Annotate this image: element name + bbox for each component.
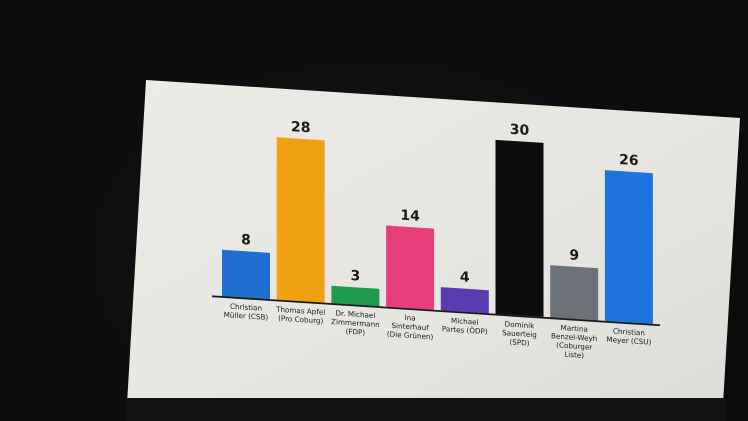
value-label: 26 bbox=[619, 152, 638, 169]
bar bbox=[495, 139, 544, 317]
category-label: MartinaBenzel-Weyh(CoburgerListe) bbox=[551, 322, 597, 360]
bar bbox=[331, 285, 380, 307]
value-label: 14 bbox=[400, 207, 420, 224]
category-label: MichaelPartes (ÖDP) bbox=[442, 315, 488, 336]
bar bbox=[222, 249, 270, 300]
category-label: DominikSauerteig(SPD) bbox=[502, 319, 537, 348]
bar bbox=[440, 287, 489, 314]
category-label: Dr. MichaelZimmermann(FDP) bbox=[331, 308, 380, 338]
value-label: 9 bbox=[569, 247, 579, 264]
bar bbox=[386, 225, 435, 310]
category-label: Thomas Apfel(Pro Coburg) bbox=[275, 305, 325, 326]
value-label: 4 bbox=[460, 269, 470, 286]
bar bbox=[276, 137, 325, 303]
x-axis-line bbox=[212, 295, 660, 327]
category-label: InaSinterhauf(Die Grünen) bbox=[387, 312, 434, 342]
value-label: 3 bbox=[351, 268, 361, 285]
value-label: 30 bbox=[510, 122, 530, 139]
bar bbox=[550, 265, 599, 321]
category-label: ChristianMeyer (CSU) bbox=[606, 326, 651, 347]
monitor-bezel bbox=[126, 398, 726, 421]
value-label: 8 bbox=[241, 232, 251, 249]
category-label: ChristianMüller (CSB) bbox=[224, 301, 269, 322]
bar bbox=[604, 170, 653, 325]
value-label: 28 bbox=[291, 119, 310, 136]
